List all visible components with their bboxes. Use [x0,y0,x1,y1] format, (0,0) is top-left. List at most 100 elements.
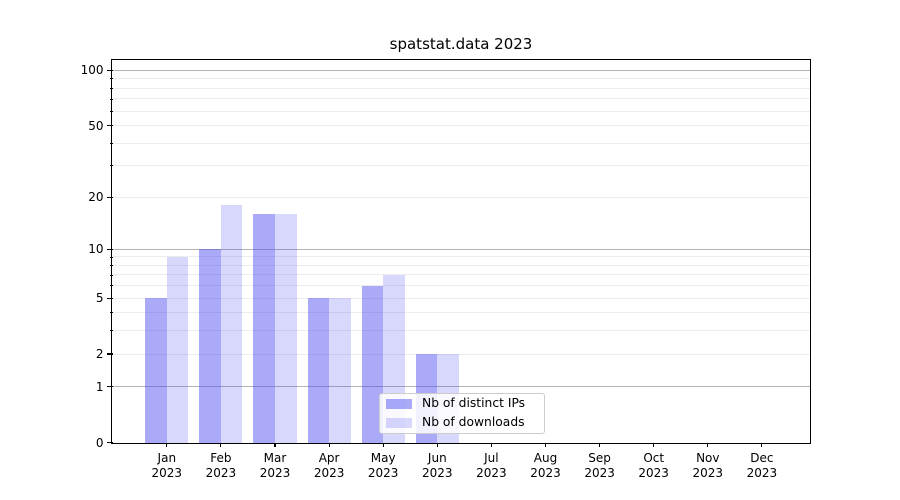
y-minor-tick-60 [109,110,113,112]
legend-swatch-distinct-ips [386,398,412,409]
gridline-9 [112,256,810,258]
x-tick-label-sep: Sep 2023 [570,451,630,482]
x-tick-label-mar: Mar 2023 [245,451,305,482]
gridline-50 [112,125,810,127]
x-tick-label-feb: Feb 2023 [191,451,251,482]
x-tick-year: 2023 [584,466,615,481]
gridline-4 [112,312,810,314]
gridline-2 [112,353,810,355]
x-tick-label-apr: Apr 2023 [299,451,359,482]
x-tick-may [382,442,384,448]
gridline-40 [112,142,810,144]
x-tick-label-aug: Aug 2023 [516,451,576,482]
x-tick-year: 2023 [746,466,778,481]
y-minor-tick-6 [109,285,113,287]
gridline-10 [112,248,810,250]
gridline-5 [112,297,810,299]
x-tick-month: Feb [210,450,232,465]
legend-item-distinct-ips: Nb of distinct IPs [386,396,538,412]
bar-downloads-jan [166,256,189,443]
bar-ips-mar [253,214,275,443]
gridline-60 [112,110,810,112]
x-tick-month: Mar [263,450,287,465]
y-tick-label-10: 10 [88,242,104,257]
y-tick-label-2: 2 [95,347,104,362]
x-tick-label-jan: Jan 2023 [137,451,197,482]
bar-ips-apr [307,298,330,443]
x-tick-dec [761,442,763,448]
x-tick-month: Aug [533,450,558,465]
legend-label-distinct-ips: Nb of distinct IPs [422,396,526,410]
x-tick-year: 2023 [476,466,507,481]
bar-downloads-feb [220,205,243,443]
x-tick-year: 2023 [367,466,399,481]
y-minor-tick-40 [109,142,113,144]
y-minor-tick-8 [109,265,113,266]
gridline-6 [112,285,810,287]
bar-ips-jan [145,298,167,443]
x-tick-jan [166,442,168,448]
gridline-30 [112,165,810,167]
x-tick-oct [653,442,655,448]
y-tick-label-5: 5 [95,291,104,306]
x-tick-label-oct: Oct 2023 [624,451,684,482]
y-tick-label-100: 100 [80,63,104,78]
x-tick-year: 2023 [313,466,345,481]
x-tick-jul [490,442,492,448]
y-tick-5 [107,297,113,299]
x-tick-apr [328,442,330,448]
x-tick-month: Nov [696,450,720,465]
x-tick-mar [274,442,276,448]
gridline-1 [112,386,810,388]
bar-downloads-mar [275,214,297,443]
y-tick-0 [107,442,113,444]
x-tick-year: 2023 [205,466,237,481]
x-tick-year: 2023 [259,466,291,481]
bar-ips-may [361,285,384,443]
y-tick-100 [107,69,113,72]
x-tick-year: 2023 [692,466,724,481]
bar-downloads-apr [329,298,351,443]
x-tick-month: Sep [588,450,611,465]
y-tick-label-1: 1 [95,379,104,394]
x-tick-year: 2023 [422,466,453,481]
x-tick-label-jun: Jun 2023 [407,451,467,482]
x-tick-year: 2023 [530,466,561,481]
legend: Nb of distinct IPs Nb of downloads [379,392,545,434]
gridline-3 [112,330,810,332]
legend-item-downloads: Nb of downloads [386,415,538,431]
y-tick-20 [107,196,113,198]
y-tick-10 [107,248,113,250]
y-minor-tick-30 [109,165,113,167]
y-tick-label-50: 50 [88,118,104,133]
y-tick-50 [107,124,113,127]
x-tick-nov [707,442,709,448]
y-tick-label-0: 0 [95,435,104,450]
y-minor-tick-4 [109,312,113,314]
gridline-7 [112,274,810,276]
x-tick-year: 2023 [151,466,183,481]
x-tick-sep [599,442,601,448]
y-minor-tick-90 [109,78,113,80]
gridline-80 [112,87,810,89]
x-tick-month: Oct [643,450,665,465]
x-tick-month: Dec [750,450,774,465]
x-tick-month: Apr [318,450,340,465]
gridline-8 [112,264,810,266]
y-tick-label-20: 20 [88,190,104,205]
y-tick-2 [107,353,113,355]
y-minor-tick-9 [109,256,113,258]
bar-ips-feb [199,249,221,443]
gridline-90 [112,78,810,80]
x-tick-label-may: May 2023 [353,451,413,482]
x-tick-month: May [370,450,396,465]
x-tick-month: Jan [157,450,177,465]
gridline-20 [112,196,810,198]
legend-label-downloads: Nb of downloads [422,415,525,429]
gridline-70 [112,98,810,100]
x-tick-month: Jul [484,450,499,465]
chart-title: spatstat.data 2023 [389,35,533,53]
x-tick-month: Jun [427,450,447,465]
y-tick-1 [107,386,113,388]
